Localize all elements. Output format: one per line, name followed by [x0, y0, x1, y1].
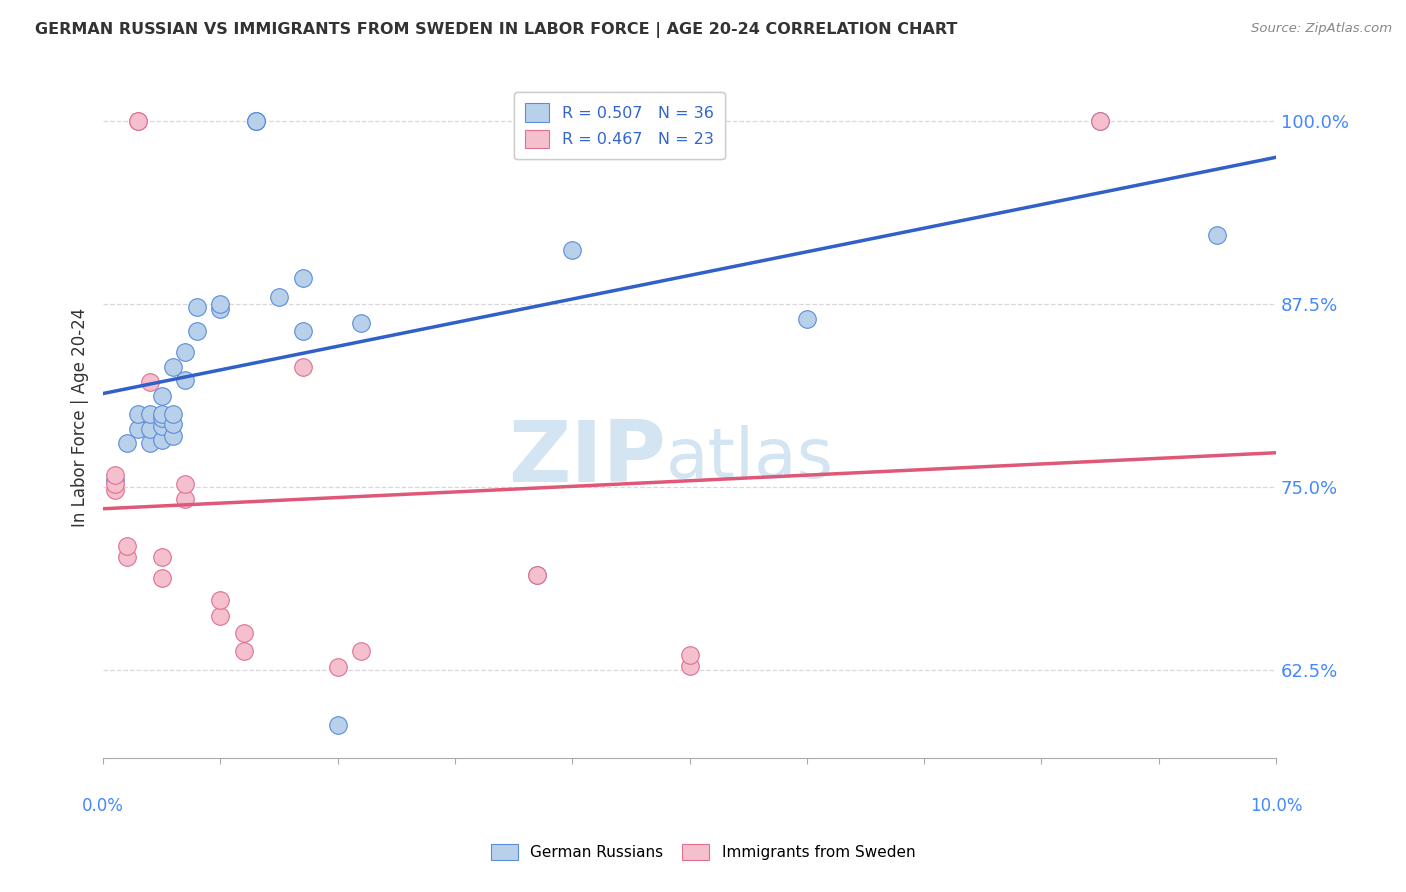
- Point: [232, 626, 254, 640]
- Point: [291, 324, 314, 338]
- Point: [174, 491, 197, 506]
- Point: [232, 644, 254, 658]
- Point: [104, 477, 127, 491]
- Point: [150, 407, 173, 421]
- Point: [150, 389, 173, 403]
- Point: [139, 421, 162, 435]
- Point: [127, 114, 149, 128]
- Point: [139, 375, 162, 389]
- Point: [678, 648, 700, 663]
- Text: atlas: atlas: [666, 425, 834, 491]
- Point: [209, 297, 232, 311]
- Point: [1088, 114, 1111, 128]
- Point: [162, 429, 184, 443]
- Point: [115, 539, 138, 553]
- Point: [291, 270, 314, 285]
- Point: [326, 660, 349, 674]
- Point: [526, 567, 548, 582]
- Point: [150, 550, 173, 565]
- Point: [104, 468, 127, 483]
- Point: [139, 407, 162, 421]
- Point: [291, 360, 314, 375]
- Point: [104, 473, 127, 487]
- Point: [245, 114, 267, 128]
- Point: [186, 324, 208, 338]
- Point: [150, 434, 173, 448]
- Text: Source: ZipAtlas.com: Source: ZipAtlas.com: [1251, 22, 1392, 36]
- Point: [561, 243, 583, 257]
- Point: [1088, 114, 1111, 128]
- Point: [150, 418, 173, 433]
- Point: [174, 345, 197, 359]
- Point: [209, 608, 232, 623]
- Point: [162, 360, 184, 375]
- Point: [1206, 228, 1229, 243]
- Text: 0.0%: 0.0%: [82, 797, 124, 814]
- Point: [104, 483, 127, 497]
- Point: [127, 407, 149, 421]
- Point: [267, 290, 290, 304]
- Point: [150, 411, 173, 425]
- Point: [245, 114, 267, 128]
- Point: [127, 421, 149, 435]
- Point: [796, 311, 818, 326]
- Point: [245, 114, 267, 128]
- Point: [127, 114, 149, 128]
- Point: [350, 644, 373, 658]
- Text: 10.0%: 10.0%: [1250, 797, 1302, 814]
- Point: [326, 718, 349, 732]
- Point: [526, 567, 548, 582]
- Point: [162, 407, 184, 421]
- Point: [174, 477, 197, 491]
- Text: ZIP: ZIP: [509, 417, 666, 500]
- Point: [139, 436, 162, 450]
- Point: [115, 436, 138, 450]
- Point: [174, 373, 197, 387]
- Point: [209, 592, 232, 607]
- Legend: German Russians, Immigrants from Sweden: German Russians, Immigrants from Sweden: [485, 838, 921, 866]
- Point: [150, 571, 173, 585]
- Point: [209, 301, 232, 316]
- Legend: R = 0.507   N = 36, R = 0.467   N = 23: R = 0.507 N = 36, R = 0.467 N = 23: [513, 92, 724, 160]
- Point: [162, 417, 184, 431]
- Point: [678, 114, 700, 128]
- Text: GERMAN RUSSIAN VS IMMIGRANTS FROM SWEDEN IN LABOR FORCE | AGE 20-24 CORRELATION : GERMAN RUSSIAN VS IMMIGRANTS FROM SWEDEN…: [35, 22, 957, 38]
- Point: [186, 300, 208, 314]
- Y-axis label: In Labor Force | Age 20-24: In Labor Force | Age 20-24: [72, 308, 89, 527]
- Point: [115, 550, 138, 565]
- Point: [350, 316, 373, 330]
- Point: [678, 658, 700, 673]
